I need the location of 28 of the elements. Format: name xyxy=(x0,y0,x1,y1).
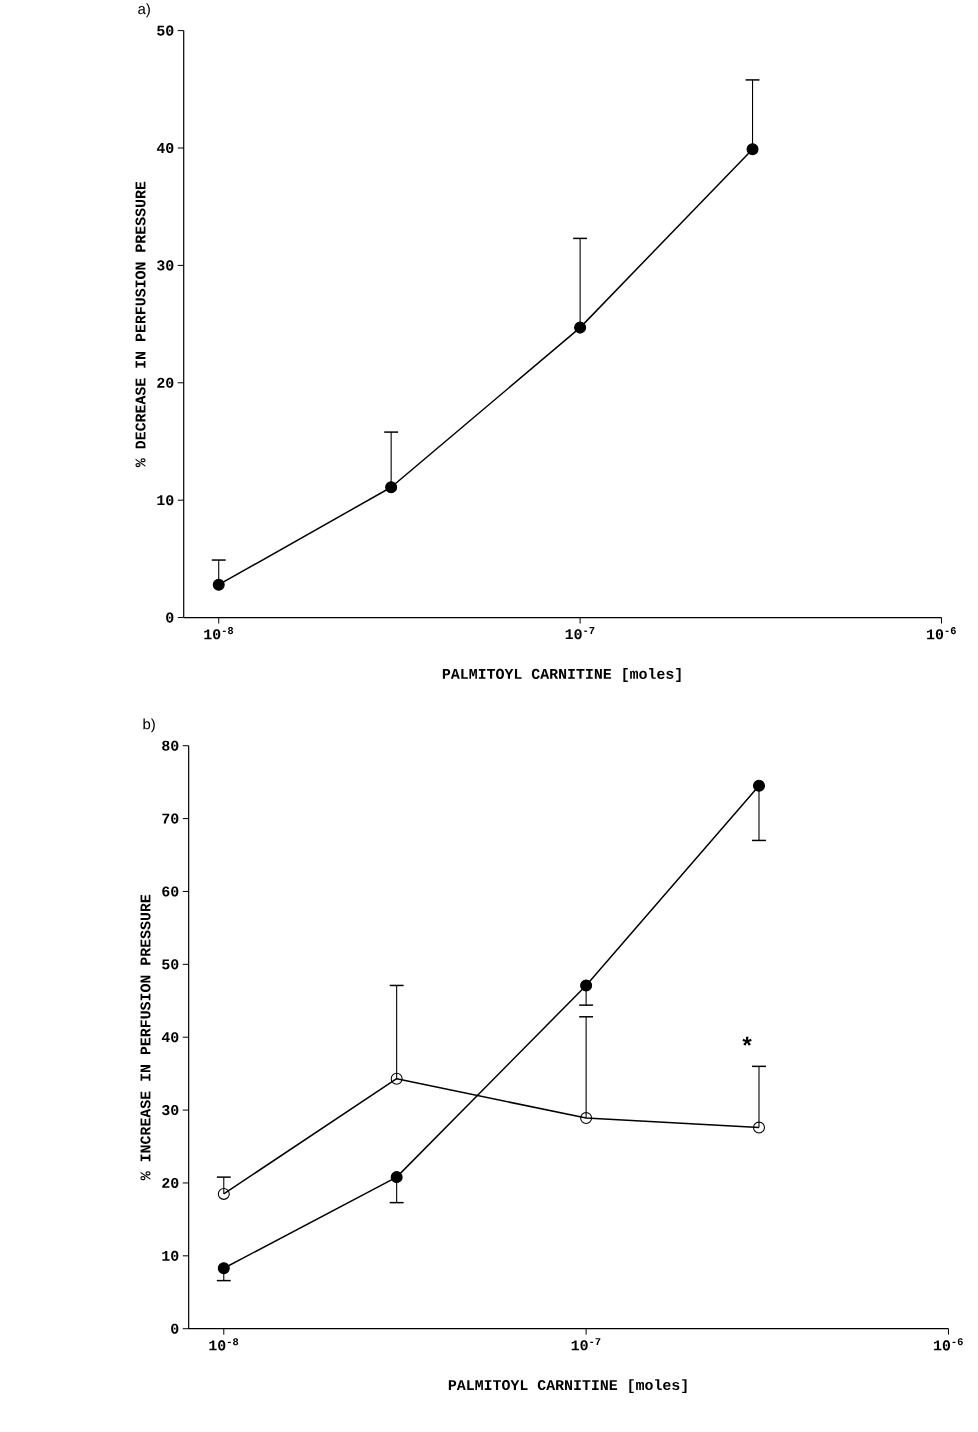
x-tick-label: 10$^{-6}$ xyxy=(926,627,956,640)
y-tick-label: 40 xyxy=(161,1032,179,1043)
y-tick-label: 20 xyxy=(157,377,174,388)
x-tick-label: 10$^{-7}$ xyxy=(565,627,595,640)
annotation: * xyxy=(742,1036,752,1046)
x-axis-title: PALMITOYL CARNITINE [moles] xyxy=(442,668,681,682)
y-tick-label: 20 xyxy=(162,1177,179,1188)
x-tick-label: 10$^{-8}$ xyxy=(209,1338,239,1351)
y-tick-label: 30 xyxy=(156,260,174,271)
y-axis-title: % INCREASE IN PERFUSION PRESSURE xyxy=(140,894,151,1181)
x-tick-label: 10$^{-6}$ xyxy=(933,1338,963,1351)
y-tick-label: 30 xyxy=(161,1105,179,1116)
y-axis-title: % DECREASE IN PERFUSION PRESSURE xyxy=(135,181,146,468)
y-tick-label: 50 xyxy=(161,959,179,970)
chart-title: b) xyxy=(143,718,155,733)
y-tick-label: 40 xyxy=(156,142,174,154)
y-tick-label: 80 xyxy=(161,740,179,751)
y-tick-label: 0 xyxy=(166,612,174,623)
y-tick-label: 10 xyxy=(157,495,174,506)
chart-title: a) xyxy=(138,3,150,18)
x-tick-label: 10$^{-7}$ xyxy=(571,1338,601,1351)
y-tick-label: 10 xyxy=(162,1250,179,1261)
x-axis-title: PALMITOYL CARNITINE [moles] xyxy=(448,1379,687,1394)
y-tick-label: 70 xyxy=(162,813,179,824)
y-tick-label: 0 xyxy=(171,1323,179,1334)
y-tick-label: 50 xyxy=(156,25,174,36)
x-tick-label: 10$^{-8}$ xyxy=(204,627,233,640)
y-tick-label: 60 xyxy=(162,886,179,897)
